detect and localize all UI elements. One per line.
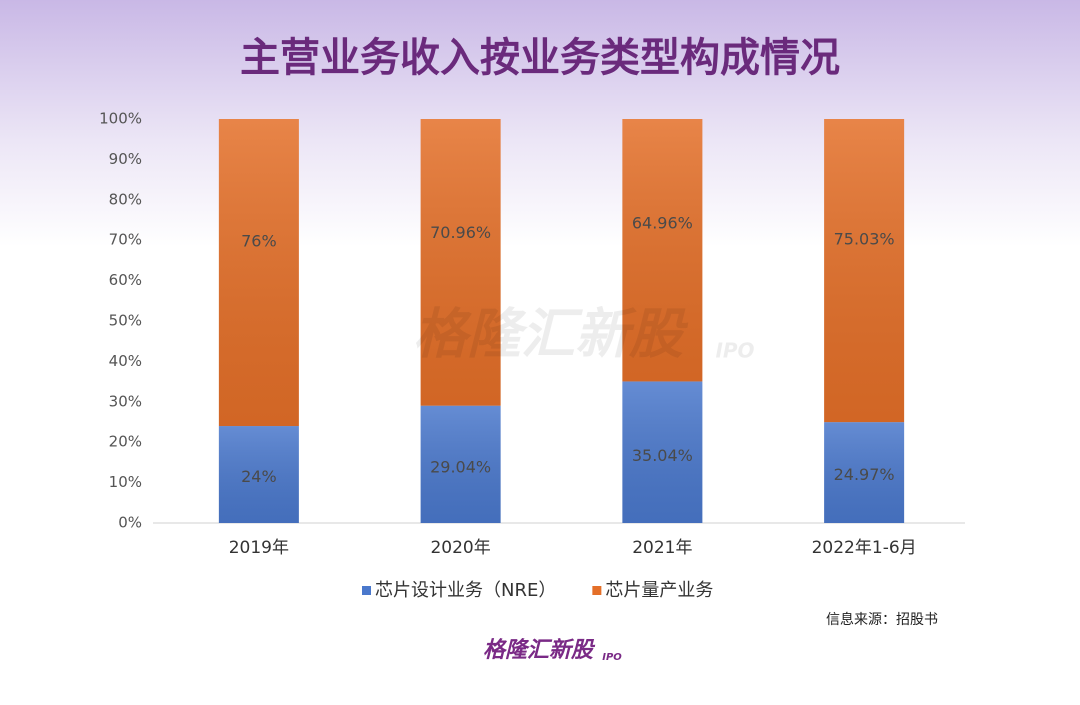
legend-label: 芯片量产业务 — [605, 580, 713, 601]
watermark-tag: IPO — [715, 339, 754, 363]
plot: 0% 10% 20% 30% 40% 50% 60% 70% 80% 90% 100% 2019年 24… — [99, 110, 965, 601]
chart-title: 主营业务收入按业务类型构成情况 — [240, 35, 840, 81]
y-tick-label: 30% — [109, 392, 142, 410]
x-tick-label: 2020年 — [430, 538, 490, 558]
y-tick-label: 100% — [99, 110, 142, 128]
data-label: 29.04% — [430, 457, 491, 476]
watermark: 格隆汇新股 — [413, 303, 689, 366]
bar-shade — [824, 119, 905, 423]
y-tick-label: 70% — [109, 231, 142, 249]
logo-tag: IPO — [602, 652, 622, 663]
x-tick-label: 2019年 — [229, 538, 289, 558]
bar-shade — [824, 422, 905, 523]
y-tick-label: 90% — [109, 150, 142, 168]
data-label: 76% — [241, 231, 277, 250]
bar-shade — [218, 426, 299, 523]
x-tick-label: 2021年 — [632, 538, 692, 558]
logo: 格隆汇新股 — [483, 637, 596, 663]
bar-shade — [420, 119, 501, 406]
y-tick-label: 50% — [109, 312, 142, 330]
y-tick-label: 0% — [118, 514, 142, 532]
y-tick-label: 10% — [109, 473, 142, 491]
y-tick-label: 20% — [109, 433, 142, 451]
data-label: 64.96% — [632, 213, 693, 232]
source-note: 信息来源：招股书 — [826, 611, 938, 628]
legend-label: 芯片设计业务（NRE） — [375, 580, 556, 601]
legend-swatch — [592, 586, 602, 595]
data-label: 70.96% — [430, 223, 491, 242]
x-tick-label: 2022年1-6月 — [812, 538, 917, 558]
bar-shade — [420, 405, 501, 523]
data-label: 24% — [241, 467, 277, 486]
y-tick-label: 60% — [109, 271, 142, 289]
data-label: 24.97% — [834, 465, 895, 484]
legend-swatch — [362, 586, 371, 595]
y-tick-label: 40% — [109, 352, 142, 370]
data-label: 75.03% — [834, 230, 895, 249]
data-label: 35.04% — [632, 446, 693, 465]
bar-shade — [622, 119, 703, 382]
y-tick-label: 80% — [109, 190, 142, 208]
bar-shade — [622, 381, 703, 523]
bar-shade — [218, 119, 299, 427]
